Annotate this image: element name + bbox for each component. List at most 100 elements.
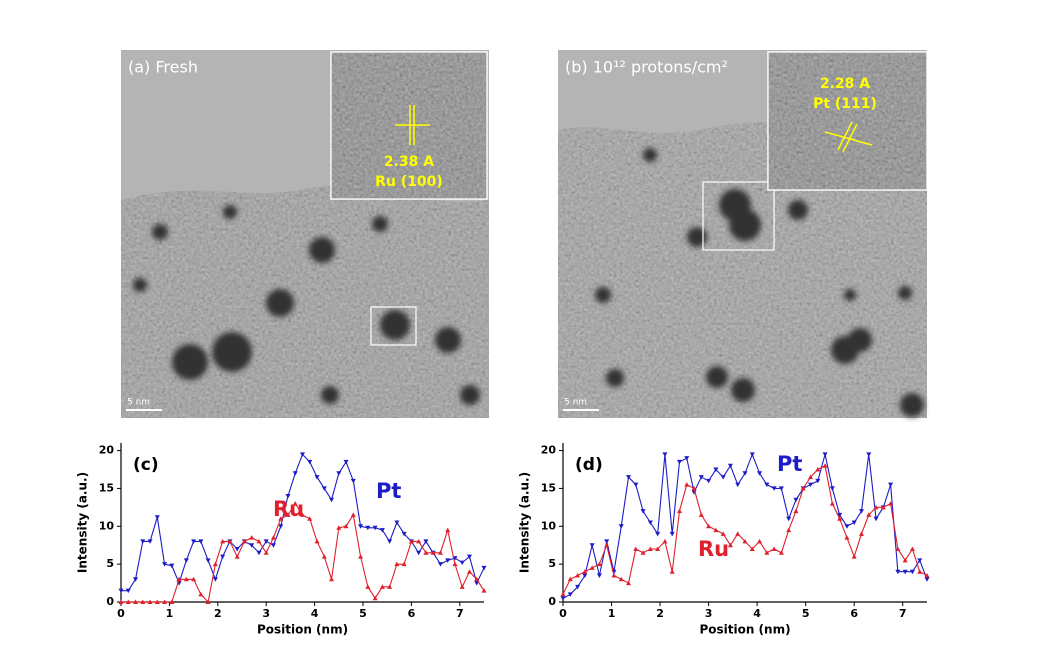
tem-image-a	[121, 50, 489, 418]
data-point	[459, 584, 465, 589]
data-point	[655, 531, 661, 537]
data-point	[844, 524, 850, 529]
data-point	[815, 467, 821, 472]
data-point	[582, 569, 588, 574]
data-point	[618, 524, 624, 529]
data-point	[401, 531, 407, 537]
data-point	[162, 599, 168, 604]
data-point	[822, 463, 828, 468]
data-point	[285, 512, 291, 517]
inset-text: 2.28 A	[820, 76, 870, 92]
y-tick-label: 15	[541, 481, 556, 494]
data-point	[917, 569, 923, 574]
data-point	[880, 504, 886, 510]
data-point	[575, 573, 581, 578]
data-point	[256, 550, 262, 556]
data-point	[560, 591, 566, 597]
data-point	[662, 452, 668, 457]
data-point	[343, 459, 349, 465]
data-point	[437, 550, 443, 555]
data-point	[917, 558, 923, 563]
data-point	[909, 569, 915, 575]
data-point	[329, 497, 335, 503]
inset-text: Ru (100)	[375, 174, 443, 190]
panel-label: (c)	[133, 455, 159, 475]
series-label: Pt	[777, 452, 802, 476]
data-point	[575, 584, 581, 590]
data-point	[140, 599, 146, 604]
y-tick-label: 5	[548, 557, 556, 570]
inset-text: Pt (111)	[813, 96, 877, 112]
data-point	[466, 554, 472, 560]
data-point	[154, 599, 160, 604]
panel-label: (d)	[575, 455, 603, 475]
data-point	[851, 554, 857, 559]
y-tick-label: 10	[541, 519, 557, 532]
data-point	[589, 565, 595, 570]
data-point	[408, 538, 414, 544]
data-point	[329, 576, 335, 582]
data-point	[227, 538, 233, 544]
data-point	[241, 538, 247, 544]
data-point	[343, 523, 349, 529]
data-point	[394, 561, 400, 567]
data-point	[582, 573, 588, 578]
data-point	[888, 501, 894, 506]
data-point	[125, 599, 131, 604]
x-tick-label: 6	[408, 607, 416, 620]
data-point	[611, 573, 617, 578]
data-point	[633, 546, 639, 551]
data-point	[387, 584, 393, 589]
data-point	[596, 573, 602, 578]
data-point	[336, 525, 342, 530]
data-point	[198, 539, 204, 544]
data-point	[300, 512, 305, 517]
data-point	[778, 486, 784, 491]
data-point	[314, 475, 320, 480]
data-point	[720, 531, 726, 536]
data-point	[292, 471, 298, 476]
data-point	[604, 539, 610, 544]
data-point	[212, 577, 218, 582]
x-axis-label: Position (nm)	[699, 623, 790, 637]
data-point	[808, 474, 814, 480]
series-label: Pt	[376, 479, 401, 503]
data-point	[684, 456, 690, 461]
data-point	[647, 546, 653, 551]
data-point	[662, 538, 668, 544]
data-point	[481, 588, 487, 593]
data-point	[720, 475, 726, 480]
data-point	[764, 550, 770, 555]
data-point	[394, 520, 400, 525]
data-point	[183, 558, 189, 563]
data-point	[191, 576, 197, 582]
data-point	[350, 512, 356, 517]
y-tick-label: 5	[106, 557, 114, 570]
data-point	[118, 588, 124, 594]
data-point	[647, 520, 653, 525]
x-tick-label: 7	[899, 607, 907, 620]
data-point	[676, 459, 682, 465]
series-label: Ru	[273, 497, 304, 521]
data-point	[423, 550, 429, 555]
data-point	[786, 527, 792, 533]
data-point	[626, 475, 632, 480]
data-point	[895, 546, 901, 551]
data-point	[596, 561, 602, 567]
data-point	[133, 599, 139, 604]
data-point	[698, 512, 704, 517]
data-point	[633, 482, 639, 488]
y-tick-label: 10	[99, 519, 115, 532]
data-point	[873, 516, 879, 522]
tem-image-b	[558, 50, 928, 418]
data-point	[169, 599, 175, 604]
data-point	[684, 482, 690, 487]
data-point	[924, 573, 930, 578]
series-line	[562, 452, 928, 599]
data-point	[416, 538, 422, 544]
x-tick-label: 3	[705, 607, 713, 620]
x-tick-label: 4	[311, 607, 319, 620]
data-point	[234, 554, 240, 559]
data-point	[829, 501, 835, 506]
